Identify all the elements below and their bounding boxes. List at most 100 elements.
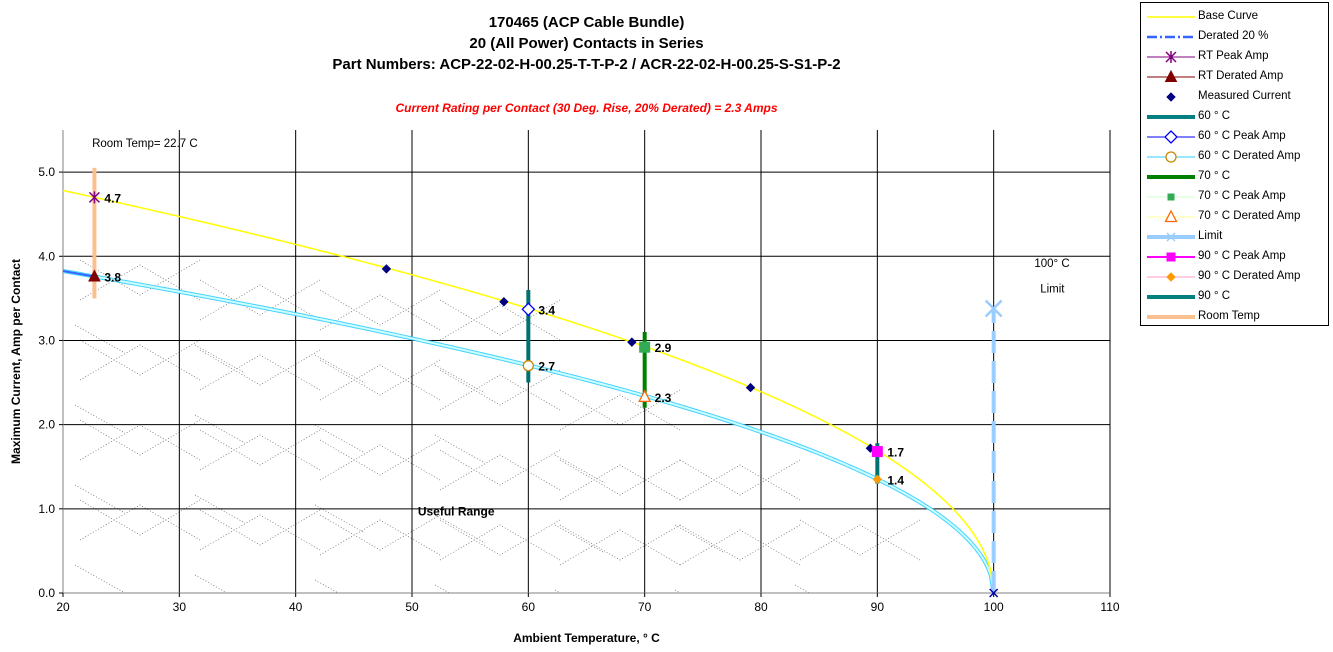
limit-base-marker	[989, 588, 999, 598]
measured-current-point	[381, 264, 392, 274]
legend-item: 70 ° C Derated Amp	[1141, 207, 1330, 227]
x-axis-label: Ambient Temperature, ° C	[513, 631, 660, 645]
legend-label: Base Curve	[1198, 10, 1259, 22]
legend-label: 60 ° C	[1198, 110, 1231, 122]
hatch-cell-17	[314, 514, 441, 593]
data-label: 2.7	[538, 360, 555, 374]
chart-title-line-2: 20 (All Power) Contacts in Series	[469, 35, 704, 52]
legend-swatch-marker	[1166, 92, 1176, 102]
hatch-cell-1	[194, 279, 321, 374]
chart-subtitle: Current Rating per Contact (30 Deg. Rise…	[395, 101, 778, 115]
chart-title-line-1: 170465 (ACP Cable Bundle)	[488, 14, 685, 31]
data-point-marker	[871, 446, 883, 458]
hatch-cell-15	[74, 499, 201, 593]
data-label: 3.8	[104, 270, 121, 284]
hatch-cell-21	[794, 519, 921, 593]
hatch-cell-7	[434, 369, 561, 464]
legend-swatch	[1147, 69, 1195, 82]
x-tick-label: 20	[56, 600, 70, 614]
legend-item: Limit	[1141, 227, 1330, 247]
data-label: 4.7	[104, 191, 121, 205]
legend-label: RT Peak Amp	[1198, 50, 1269, 62]
legend-swatch	[1147, 51, 1195, 63]
x-tick-label: 100	[984, 600, 1004, 614]
y-tick-label: 0.0	[38, 586, 55, 600]
legend-swatch	[1147, 130, 1195, 144]
legend-label: 90 ° C Peak Amp	[1198, 250, 1286, 262]
legend-label: Measured Current	[1198, 90, 1291, 102]
legend-label: 70 ° C Peak Amp	[1198, 190, 1286, 202]
legend-swatch	[1147, 209, 1195, 223]
legend-swatch-marker	[1166, 252, 1176, 262]
hatch-cell-16	[194, 509, 321, 593]
legend-item: Measured Current	[1141, 87, 1330, 107]
legend-swatch	[1147, 252, 1195, 262]
legend-label: 60 ° C Peak Amp	[1198, 130, 1286, 142]
x-tick-label: 110	[1100, 600, 1119, 614]
y-axis-label: Maximum Current, Amp per Contact	[9, 259, 23, 464]
legend-label: 70 ° C	[1198, 170, 1231, 182]
data-point-marker	[522, 360, 534, 372]
data-point-marker	[521, 302, 536, 317]
hatch-cell-3	[434, 299, 561, 394]
hatch-cell-6	[314, 359, 441, 454]
data-point-marker	[88, 269, 101, 282]
legend-swatch	[1147, 175, 1195, 179]
legend-item: 90 ° C Peak Amp	[1141, 247, 1330, 267]
legend-swatch	[1147, 295, 1195, 299]
x-tick-label: 90	[871, 600, 885, 614]
chart-legend: Base Curve Derated 20 % RT Peak Amp RT Dera…	[1140, 2, 1329, 326]
legend-label: 90 ° C Derated Amp	[1198, 270, 1301, 282]
legend-label: 70 ° C Derated Amp	[1198, 210, 1301, 222]
hatch-cell-18	[434, 519, 561, 593]
legend-item: 60 ° C Derated Amp	[1141, 147, 1330, 167]
legend-swatch	[1147, 115, 1195, 119]
hatch-cell-13	[554, 459, 681, 554]
legend-swatch-marker	[1164, 130, 1178, 144]
measured-current-point	[499, 297, 509, 307]
legend-item: Derated 20 %	[1141, 27, 1330, 47]
hatch-cell-14	[674, 459, 801, 554]
plot-area	[63, 130, 1110, 593]
legend-item: RT Peak Amp	[1141, 47, 1330, 67]
data-label: 1.7	[887, 446, 904, 460]
legend-item: 60 ° C	[1141, 107, 1330, 127]
legend-swatch-marker	[1166, 272, 1176, 282]
x-tick-label: 60	[522, 600, 536, 614]
chart-annotation: Limit	[1040, 283, 1065, 295]
legend-item: 90 ° C	[1141, 287, 1330, 307]
hatch-cell-10	[194, 429, 321, 524]
y-tick-label: 1.0	[38, 502, 55, 516]
x-tick-label: 50	[405, 600, 419, 614]
data-point-marker	[872, 474, 883, 485]
legend-swatch	[1147, 315, 1195, 319]
legend-swatch	[1147, 232, 1195, 242]
legend-swatch	[1147, 35, 1195, 39]
measured-current-point	[745, 382, 756, 393]
measured-current-point	[627, 337, 637, 347]
legend-swatch-marker	[1167, 193, 1175, 201]
x-tick-label: 80	[754, 600, 768, 614]
legend-swatch-marker	[1164, 209, 1178, 223]
legend-swatch	[1166, 92, 1176, 102]
legend-swatch	[1147, 16, 1195, 18]
hatch-cell-20	[674, 524, 801, 593]
legend-swatch	[1147, 151, 1195, 163]
legend-item: Room Temp	[1141, 307, 1330, 327]
hatch-cell-19	[554, 524, 681, 593]
x-tick-label: 40	[289, 600, 303, 614]
x-tick-label: 70	[638, 600, 652, 614]
hatch-cell-12	[434, 449, 561, 544]
hatch-cell-0	[74, 259, 201, 354]
legend-swatch	[1147, 272, 1195, 282]
legend-item: 60 ° C Peak Amp	[1141, 127, 1330, 147]
legend-item: 90 ° C Derated Amp	[1141, 267, 1330, 287]
x-tick-label: 30	[173, 600, 187, 614]
legend-swatch-marker	[1164, 69, 1178, 82]
y-tick-label: 5.0	[38, 165, 55, 179]
legend-label: Derated 20 %	[1198, 30, 1269, 42]
y-tick-label: 3.0	[38, 333, 55, 347]
data-point-marker	[639, 341, 651, 353]
y-tick-label: 4.0	[38, 249, 55, 263]
